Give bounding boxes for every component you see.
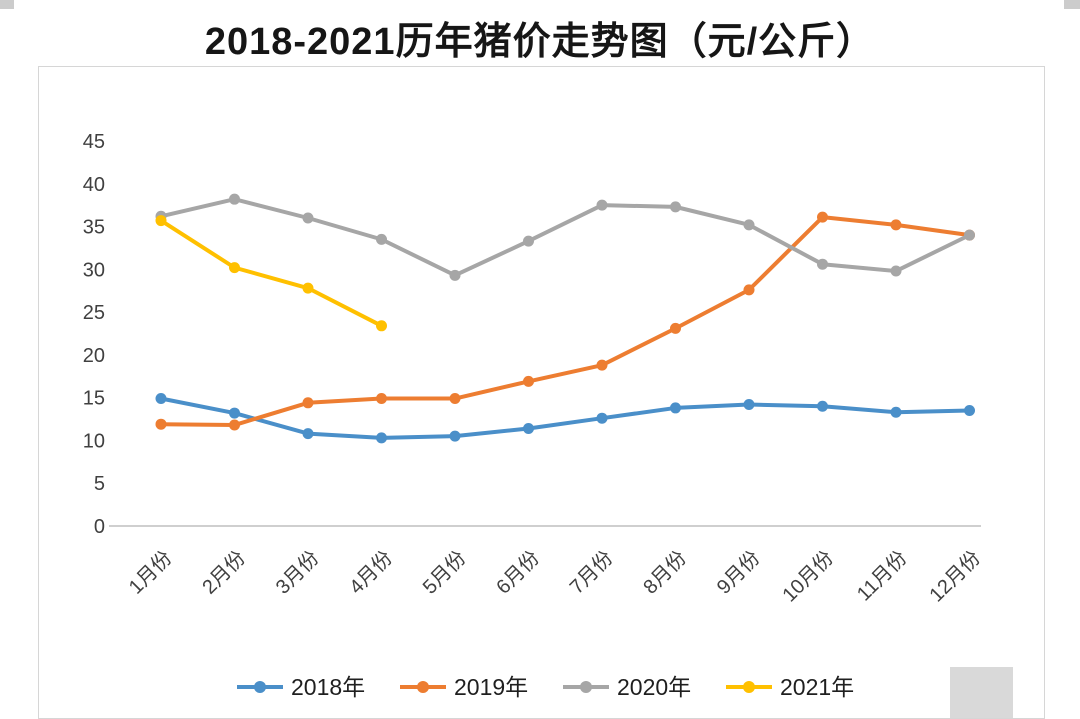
legend-marker-icon [254,681,266,693]
y-axis-tick: 0 [94,516,105,538]
x-axis-tick: 9月份 [712,546,764,598]
data-point-series-2 [670,201,681,213]
series-line-3 [159,218,384,328]
data-point-series-1 [817,211,828,223]
data-point-series-1 [743,284,755,296]
y-axis-tick: 20 [83,345,105,367]
y-axis-tick: 15 [83,388,105,410]
y-axis-tick: 25 [83,302,105,324]
data-point-series-0 [155,393,167,405]
data-point-series-0 [523,422,534,434]
data-point-series-2 [376,233,387,245]
y-axis-tick: 35 [83,217,105,239]
x-axis-tick: 4月份 [345,546,397,598]
legend-label: 2018年 [291,674,365,700]
legend-marker-icon [743,681,755,693]
data-point-series-1 [302,397,314,409]
legend-label: 2019年 [454,674,528,700]
x-axis-tick: 7月份 [565,546,617,598]
x-axis-tick: 8月份 [639,546,691,598]
data-point-series-3 [302,282,314,294]
chart-title: 2018-2021历年猪价走势图（元/公斤） [204,21,876,63]
chart-frame: 0 5 10 15 20 25 30 35 40 45 1月份 2月份 3月份 4月份 5月份 6月份 7月份 8… [38,66,1045,719]
data-point-series-1 [449,393,461,405]
data-point-series-2 [964,229,975,241]
y-axis-tick: 30 [83,259,105,281]
corner-artifact-left-icon [0,0,14,9]
x-axis-tick: 2月份 [198,546,250,598]
data-point-series-0 [964,405,975,416]
data-point-series-1 [523,375,534,387]
legend-label: 2021年 [780,674,854,700]
legend-marker-icon [580,681,592,693]
y-axis-tick: 40 [83,174,105,196]
chart-svg: 0 5 10 15 20 25 30 35 40 45 1月份 2月份 3月份 4月份 5月份 6月份 7月份 8… [83,131,985,700]
x-axis-tick: 6月份 [492,546,544,598]
x-axis-tick: 1月份 [124,546,176,598]
y-axis-tick: 45 [83,131,105,153]
data-point-series-0 [890,406,902,418]
data-point-series-2 [523,235,534,247]
data-point-series-2 [890,265,902,277]
x-axis-tick: 11月份 [852,546,911,605]
x-axis-tick: 3月份 [271,546,323,598]
data-point-series-1 [596,359,608,371]
data-point-series-3 [376,320,387,332]
data-point-series-2 [449,269,461,281]
data-point-series-1 [229,419,240,431]
series-line-0 [159,396,972,440]
y-axis-tick: 5 [94,473,105,495]
data-point-series-2 [817,258,828,270]
y-axis-tick: 10 [83,430,105,452]
data-point-series-2 [302,212,314,224]
data-point-series-1 [155,418,167,430]
data-point-series-2 [229,193,240,205]
x-axis-tick: 5月份 [418,546,470,598]
series-line-2 [159,197,972,278]
legend-marker-icon [417,681,429,693]
data-point-series-2 [596,199,608,211]
data-point-series-3 [229,262,240,274]
data-point-series-1 [376,393,387,405]
series-line-1 [159,215,972,428]
data-point-series-3 [155,215,167,227]
x-axis-tick: 12月份 [925,546,985,606]
watermark-block [950,667,1013,718]
data-point-series-1 [890,219,902,231]
data-point-series-0 [817,400,828,412]
data-point-series-1 [670,322,681,334]
data-point-series-0 [670,402,681,414]
data-point-series-0 [596,412,608,424]
legend-label: 2020年 [617,674,691,700]
data-point-series-0 [376,432,387,444]
data-point-series-0 [302,428,314,440]
data-point-series-0 [449,430,461,442]
data-point-series-0 [743,399,755,411]
data-point-series-2 [743,219,755,231]
data-point-series-0 [229,407,240,419]
corner-artifact-right-icon [1064,0,1080,9]
x-axis-tick: 10月份 [778,546,838,606]
